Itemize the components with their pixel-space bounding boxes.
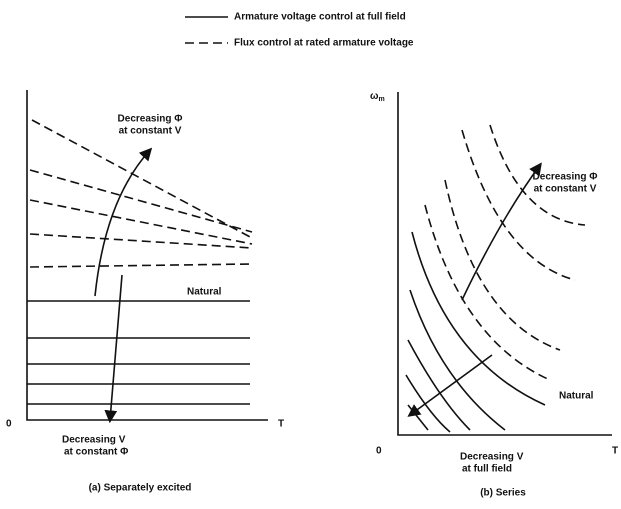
label: Decreasing Φ bbox=[533, 172, 598, 183]
axes bbox=[27, 90, 268, 420]
axis-label: T bbox=[278, 419, 284, 430]
label: Natural bbox=[559, 391, 594, 402]
dashed-curves bbox=[425, 125, 585, 380]
label: Decreasing Φ bbox=[118, 114, 183, 125]
diagram: Armature voltage control at full field F… bbox=[0, 0, 621, 509]
axis-label: m bbox=[378, 96, 384, 103]
left-panel: Decreasing Φ at constant V Natural Decre… bbox=[6, 90, 284, 494]
axes bbox=[398, 92, 612, 435]
solid-lines bbox=[27, 301, 250, 404]
label: at full field bbox=[462, 464, 512, 475]
arrow bbox=[462, 165, 540, 300]
arrow bbox=[110, 275, 122, 420]
dashed-lines bbox=[30, 120, 252, 267]
arrow bbox=[95, 150, 150, 296]
label: at constant V bbox=[534, 184, 597, 195]
origin: 0 bbox=[6, 419, 12, 430]
label: at constant Φ bbox=[64, 447, 128, 458]
legend-text: Armature voltage control at full field bbox=[234, 12, 406, 23]
axis-label: T bbox=[612, 446, 618, 457]
right-panel: ωm Decreasing Φ at constant V Natural De… bbox=[370, 91, 618, 499]
origin: 0 bbox=[376, 446, 382, 457]
label: Decreasing V bbox=[460, 452, 524, 463]
label: Natural bbox=[187, 287, 222, 298]
caption: (b) Series bbox=[480, 488, 526, 499]
legend-text: Flux control at rated armature voltage bbox=[234, 38, 414, 49]
axis-label: ωm bbox=[370, 91, 385, 103]
caption: (a) Separately excited bbox=[89, 483, 192, 494]
label: Decreasing V bbox=[62, 435, 126, 446]
label: at constant V bbox=[119, 126, 182, 137]
